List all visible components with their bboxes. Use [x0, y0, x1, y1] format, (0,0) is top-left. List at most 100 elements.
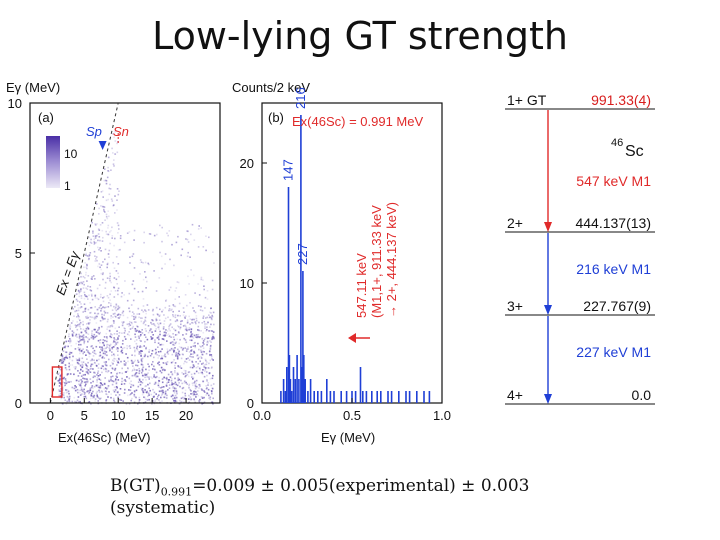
- density-cell: [157, 337, 159, 339]
- density-cell: [109, 188, 112, 190]
- density-cell: [104, 352, 106, 355]
- density-cell: [88, 338, 90, 341]
- density-cell: [131, 255, 134, 258]
- density-cell: [86, 390, 88, 393]
- density-cell: [94, 295, 97, 298]
- density-cell: [147, 355, 149, 358]
- density-cell: [117, 357, 120, 360]
- density-cell: [192, 353, 194, 355]
- density-cell: [129, 394, 131, 396]
- density-cell: [145, 385, 147, 387]
- density-cell: [178, 353, 181, 356]
- density-cell: [112, 380, 115, 383]
- density-cell: [96, 390, 99, 393]
- density-cell: [158, 354, 160, 357]
- density-cell: [68, 365, 70, 368]
- density-cell: [197, 357, 199, 360]
- density-cell: [102, 300, 105, 303]
- density-cell: [177, 281, 180, 284]
- density-cell: [88, 255, 90, 258]
- density-cell: [139, 346, 141, 348]
- density-cell: [78, 292, 80, 295]
- density-cell: [166, 394, 168, 397]
- density-cell: [100, 382, 103, 385]
- density-cell: [184, 360, 186, 363]
- density-cell: [66, 400, 68, 403]
- density-cell: [195, 370, 198, 373]
- density-cell: [66, 391, 69, 394]
- density-cell: [181, 391, 184, 394]
- density-cell: [134, 373, 136, 376]
- density-cell: [108, 344, 110, 346]
- density-cell: [58, 372, 61, 374]
- density-cell: [145, 347, 147, 350]
- density-cell: [196, 385, 198, 388]
- density-cell: [100, 272, 102, 275]
- density-cell: [106, 176, 109, 179]
- density-cell: [117, 305, 120, 307]
- density-cell: [128, 307, 130, 310]
- density-cell: [110, 304, 112, 307]
- density-cell: [178, 378, 180, 381]
- density-cell: [87, 390, 89, 392]
- density-cell: [177, 379, 180, 382]
- density-cell: [154, 369, 156, 371]
- density-cell: [155, 318, 157, 321]
- density-cell: [174, 364, 176, 367]
- density-cell: [91, 359, 93, 362]
- density-cell: [103, 206, 106, 208]
- density-cell: [164, 369, 166, 371]
- density-cell: [204, 358, 207, 361]
- density-cell: [117, 289, 119, 292]
- density-cell: [193, 390, 196, 392]
- density-cell: [65, 391, 68, 394]
- density-cell: [70, 352, 73, 354]
- density-cell: [177, 348, 179, 351]
- density-cell: [188, 328, 190, 331]
- density-cell: [164, 353, 166, 356]
- density-cell: [193, 342, 195, 345]
- density-cell: [116, 314, 119, 316]
- density-cell: [142, 364, 144, 366]
- density-cell: [102, 342, 104, 344]
- density-cell: [178, 382, 180, 384]
- density-cell: [120, 295, 123, 298]
- spectrum-bar: [287, 187, 290, 403]
- density-cell: [121, 349, 123, 352]
- density-cell: [142, 305, 145, 307]
- density-cell: [121, 380, 123, 383]
- density-cell: [85, 316, 87, 318]
- density-cell: [111, 354, 113, 357]
- density-cell: [176, 281, 179, 283]
- density-cell: [192, 378, 194, 380]
- density-cell: [170, 309, 172, 312]
- density-cell: [106, 312, 109, 314]
- density-cell: [105, 180, 108, 182]
- density-cell: [185, 315, 187, 317]
- density-cell: [82, 364, 84, 367]
- density-cell: [103, 314, 105, 316]
- density-cell: [142, 298, 145, 300]
- density-cell: [148, 349, 151, 351]
- density-cell: [79, 281, 81, 284]
- density-cell: [94, 306, 96, 308]
- density-cell: [211, 387, 214, 389]
- density-cell: [95, 322, 98, 324]
- density-cell: [165, 362, 167, 364]
- density-cell: [193, 334, 196, 337]
- density-cell: [208, 397, 210, 399]
- density-cell: [153, 234, 156, 237]
- density-cell: [185, 329, 188, 331]
- density-cell: [150, 338, 153, 340]
- density-cell: [96, 297, 99, 299]
- density-cell: [63, 346, 66, 348]
- density-cell: [108, 256, 110, 258]
- density-cell: [78, 337, 81, 339]
- level-energy-gt: 991.33(4): [591, 92, 651, 108]
- level-energy-3plus: 227.767(9): [583, 298, 651, 314]
- density-cell: [110, 333, 112, 335]
- density-cell: [133, 361, 135, 363]
- density-cell: [112, 397, 115, 400]
- density-cell: [80, 387, 83, 389]
